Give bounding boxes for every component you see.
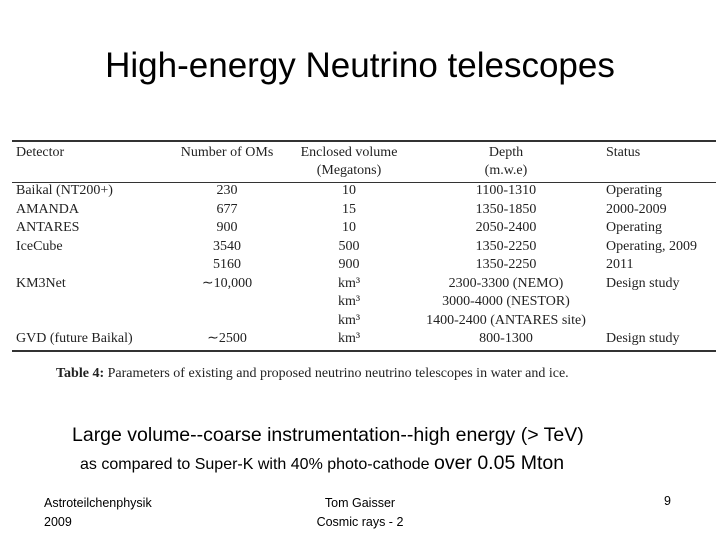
table-row: Baikal (NT200+) 230 10 1100-1310 Operati…	[10, 182, 718, 200]
cell-status: Operating, 2009	[606, 239, 697, 254]
cell-depth: 800-1300	[479, 331, 533, 346]
table-row: KM3Net ∼10,000 km³ 2300-3300 (NEMO) Desi…	[10, 275, 718, 293]
table-row: ANTARES 900 10 2050-2400 Operating	[10, 219, 718, 237]
footer-author: Tom Gaisser	[324, 496, 396, 510]
cell-depth: 1400-2400 (ANTARES site)	[426, 313, 586, 328]
cell-volume: km³	[337, 331, 361, 346]
cell-status: Operating	[606, 183, 662, 198]
cell-depth: 1350-2250	[475, 257, 537, 272]
cell-volume: km³	[337, 313, 361, 328]
footer-center: Tom Gaisser Cosmic rays - 2	[290, 494, 430, 532]
cell-oms: 3540	[213, 239, 241, 254]
cell-detector: ANTARES	[16, 220, 80, 235]
table-bottom-rule	[12, 350, 716, 352]
cell-detector: IceCube	[16, 239, 63, 254]
cell-depth: 1350-2250	[475, 239, 537, 254]
table-row: GVD (future Baikal) ∼2500 km³ 800-1300 D…	[10, 330, 718, 348]
cell-detector: AMANDA	[16, 202, 79, 217]
table-header-rule	[12, 182, 716, 183]
page-number: 9	[664, 494, 671, 508]
cell-oms: 5160	[213, 257, 241, 272]
cell-detector: Baikal (NT200+)	[16, 183, 113, 198]
footer-left: Astroteilchenphysik 2009	[44, 494, 152, 532]
cell-detector: GVD (future Baikal)	[16, 331, 133, 346]
cell-volume: 10	[342, 220, 356, 235]
cell-volume: 15	[342, 202, 356, 217]
cell-volume: 500	[338, 239, 360, 254]
table-row: km³ 3000-4000 (NESTOR)	[10, 293, 718, 311]
cell-status: 2000-2009	[606, 202, 667, 217]
cell-volume: 900	[338, 257, 360, 272]
cell-oms: ∼10,000	[201, 276, 253, 291]
cell-oms: 677	[216, 202, 238, 217]
cell-status: Design study	[606, 276, 680, 291]
header-volume: Enclosed volume	[300, 145, 398, 160]
cell-oms: ∼2500	[207, 331, 247, 346]
cell-volume: km³	[337, 294, 361, 309]
table-caption: Table 4: Parameters of existing and prop…	[56, 366, 569, 382]
cell-detector: KM3Net	[16, 276, 66, 291]
footer-lecture: Cosmic rays - 2	[316, 515, 404, 529]
table-row: IceCube 3540 500 1350-2250 Operating, 20…	[10, 238, 718, 256]
cell-status: 2011	[606, 257, 634, 272]
cell-depth: 2050-2400	[475, 220, 537, 235]
cell-depth: 1350-1850	[475, 202, 537, 217]
cell-oms: 900	[216, 220, 238, 235]
body-line-2: as compared to Super-K with 40% photo-ca…	[80, 452, 564, 475]
table-caption-text: Parameters of existing and proposed neut…	[104, 366, 569, 381]
cell-status: Operating	[606, 220, 662, 235]
footer-course: Astroteilchenphysik	[44, 496, 152, 510]
cell-depth: 3000-4000 (NESTOR)	[442, 294, 570, 309]
body-line-2-big: over 0.05 Mton	[433, 452, 565, 474]
body-line-1: Large volume--coarse instrumentation--hi…	[72, 424, 584, 446]
table-row: km³ 1400-2400 (ANTARES site)	[10, 312, 718, 330]
slide-title: High-energy Neutrino telescopes	[105, 46, 615, 85]
cell-status: Design study	[606, 331, 680, 346]
cell-oms: 230	[216, 183, 238, 198]
header-depth-unit: (m.w.e)	[484, 163, 528, 178]
detector-table-image: Detector Number of OMs Enclosed volume (…	[10, 138, 718, 390]
header-detector: Detector	[16, 145, 65, 160]
footer-year: 2009	[44, 515, 72, 529]
cell-depth: 1100-1310	[475, 183, 537, 198]
cell-volume: 10	[342, 183, 356, 198]
header-volume-unit: (Megatons)	[316, 163, 382, 178]
header-depth: Depth	[488, 145, 524, 160]
table-row: AMANDA 677 15 1350-1850 2000-2009	[10, 201, 718, 219]
table-row: 5160 900 1350-2250 2011	[10, 256, 718, 274]
cell-depth: 2300-3300 (NEMO)	[448, 276, 564, 291]
table-caption-label: Table 4:	[56, 366, 105, 381]
header-status: Status	[606, 145, 641, 160]
header-oms: Number of OMs	[180, 145, 274, 160]
table-top-rule	[12, 140, 716, 142]
body-line-2-small: as compared to Super-K with 40% photo-ca…	[80, 456, 434, 473]
cell-volume: km³	[337, 276, 361, 291]
